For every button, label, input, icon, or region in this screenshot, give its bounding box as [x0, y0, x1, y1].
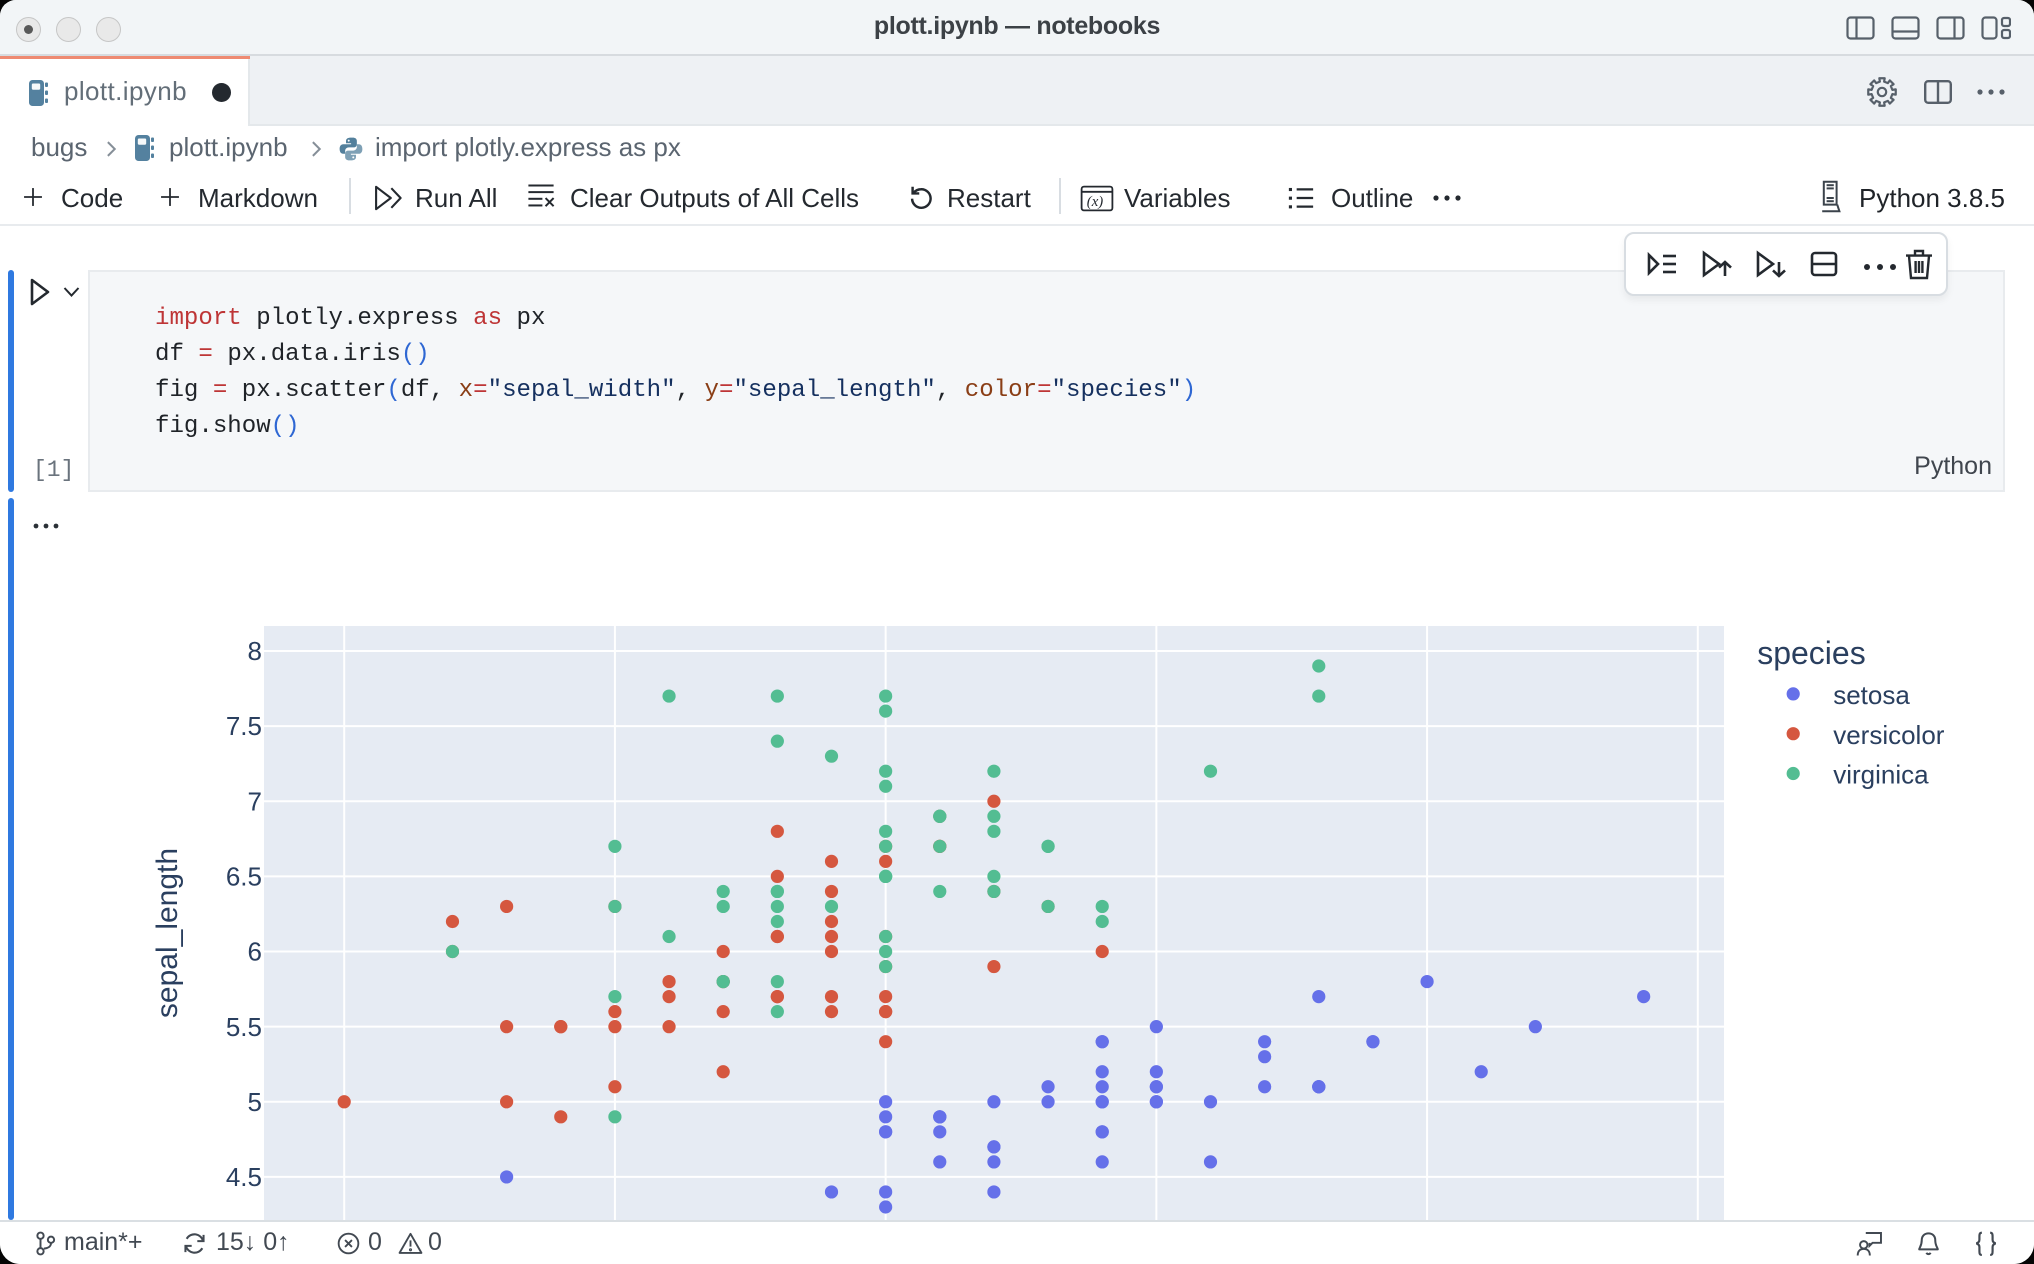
svg-text:4.5: 4.5 [226, 1162, 262, 1192]
svg-text:setosa: setosa [1833, 680, 1910, 710]
svg-text:7: 7 [248, 786, 262, 816]
svg-text:versicolor: versicolor [1833, 720, 1945, 750]
svg-text:6: 6 [248, 937, 262, 967]
svg-text:8: 8 [248, 636, 262, 666]
svg-text:5.5: 5.5 [226, 1012, 262, 1042]
svg-text:6.5: 6.5 [226, 862, 262, 892]
svg-text:virginica: virginica [1833, 760, 1929, 790]
svg-text:7.5: 7.5 [226, 711, 262, 741]
svg-text:sepal_length: sepal_length [151, 848, 184, 1018]
svg-text:5: 5 [248, 1087, 262, 1117]
svg-text:(x): (x) [1087, 194, 1103, 210]
svg-text:species: species [1757, 635, 1866, 671]
